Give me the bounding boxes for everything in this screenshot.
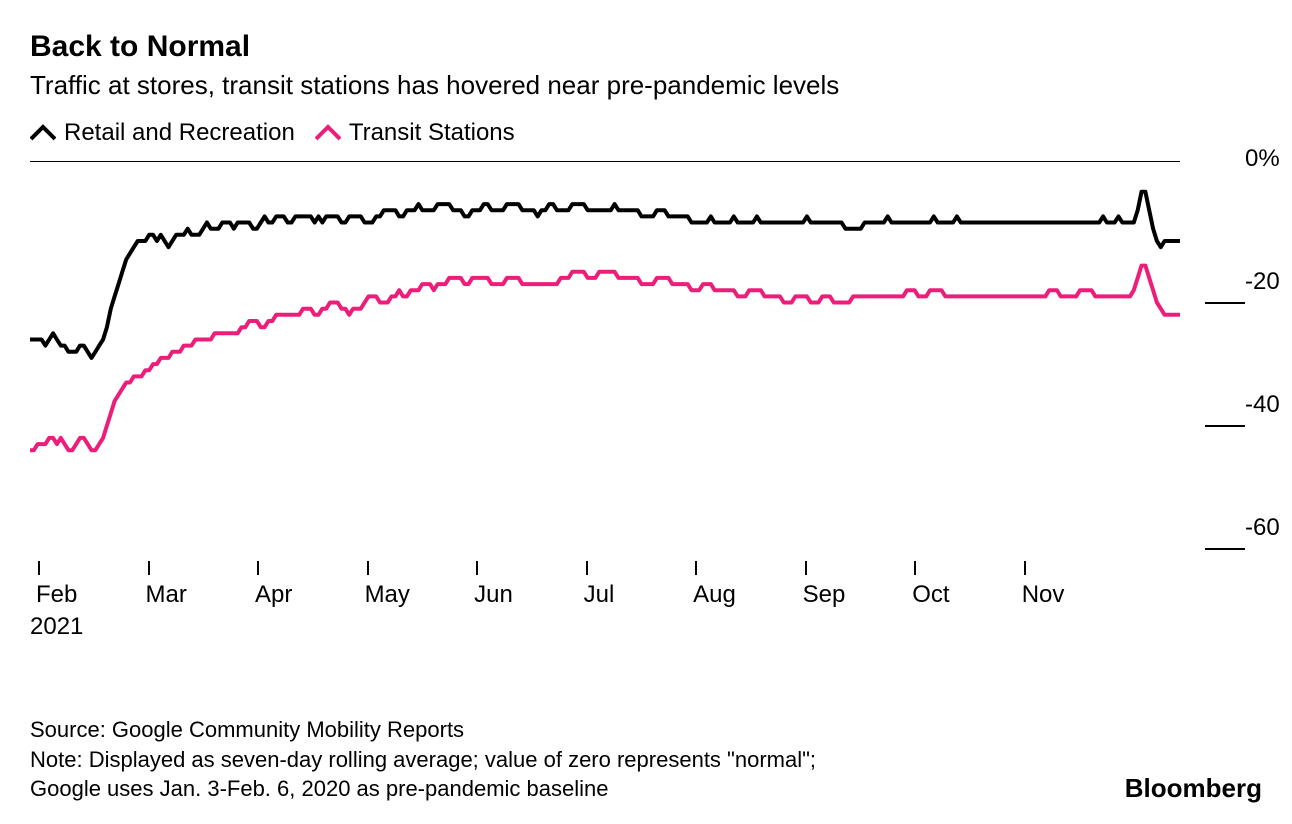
plot-area: 0%-20-40-60 <box>30 161 1180 561</box>
chart-subtitle: Traffic at stores, transit stations has … <box>30 70 1262 101</box>
footer-source: Source: Google Community Mobility Report… <box>30 715 1262 745</box>
y-tick-label: -60 <box>1245 514 1280 542</box>
x-tick: Oct <box>912 561 949 609</box>
y-tick-label: -40 <box>1245 391 1280 419</box>
chart-title: Back to Normal <box>30 30 1262 64</box>
x-tick: Sep <box>803 561 846 609</box>
x-tick: Jun <box>474 561 513 609</box>
x-tick: May <box>365 561 410 609</box>
footer-note-1: Note: Displayed as seven-day rolling ave… <box>30 745 1262 775</box>
series-line <box>30 266 1180 451</box>
x-tick: Apr <box>255 561 292 609</box>
legend-item-transit: Transit Stations <box>315 119 515 147</box>
chart-svg <box>30 161 1180 561</box>
legend-swatch-transit <box>315 123 341 143</box>
legend-item-retail: Retail and Recreation <box>30 119 295 147</box>
chart-container: 0%-20-40-60 Feb Mar Apr May Jun Jul Aug Sep Oct N… <box>30 161 1262 641</box>
y-tick-label: -20 <box>1245 268 1280 296</box>
y-tick-label: 0% <box>1245 145 1280 173</box>
chart-footer: Source: Google Community Mobility Report… <box>30 715 1262 804</box>
x-tick: Aug <box>693 561 736 609</box>
chart-legend: Retail and Recreation Transit Stations <box>30 119 1262 147</box>
legend-label-transit: Transit Stations <box>349 119 515 147</box>
x-tick: Feb <box>36 561 77 609</box>
legend-label-retail: Retail and Recreation <box>64 119 295 147</box>
x-tick: Jul <box>584 561 615 609</box>
footer-note-2: Google uses Jan. 3-Feb. 6, 2020 as pre-p… <box>30 774 1262 804</box>
legend-swatch-retail <box>30 123 56 143</box>
x-tick: Nov <box>1022 561 1065 609</box>
brand-logo: Bloomberg <box>1125 773 1262 804</box>
x-year-label: 2021 <box>30 613 83 641</box>
x-tick: Mar <box>146 561 187 609</box>
series-line <box>30 192 1180 358</box>
x-axis: Feb Mar Apr May Jun Jul Aug Sep Oct Nov 2021 <box>30 561 1180 641</box>
